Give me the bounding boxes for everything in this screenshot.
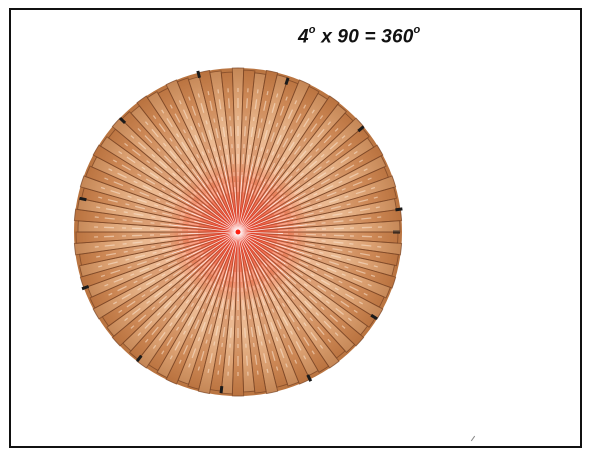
center-ray (237, 214, 280, 233)
center-ray (237, 197, 298, 233)
center-ray (181, 231, 239, 235)
center-ray (237, 175, 279, 233)
segment-tip-mark (370, 313, 378, 321)
center-ray (237, 231, 290, 279)
degree-symbol-result: o (413, 24, 421, 36)
center-ray (237, 189, 254, 233)
center-ray (186, 231, 239, 258)
center-ray (218, 178, 239, 233)
center-ray (237, 231, 279, 253)
center-ray (197, 175, 239, 233)
center-ray (223, 164, 239, 233)
center-ray (213, 231, 239, 271)
center-ray (237, 231, 247, 289)
center-ray (237, 181, 266, 233)
center-ray (172, 231, 239, 254)
segment-tip-mark (219, 385, 224, 394)
segment-tip-mark (135, 354, 143, 363)
segment-tip-mark (395, 207, 403, 212)
center-ray (237, 231, 283, 234)
factor-a: 4 (298, 26, 309, 48)
center-ray (200, 231, 239, 258)
center-ray (237, 196, 284, 233)
segment-tip-mark (118, 117, 127, 125)
center-ray (185, 210, 239, 233)
center-ray (237, 199, 270, 233)
segment-tip-mark (196, 70, 201, 79)
center-ray (237, 231, 286, 265)
multiplier-text: x 90 = (321, 26, 376, 48)
segment-tip-mark (306, 374, 313, 382)
segment-tip-mark (357, 125, 365, 133)
segment-tip-mark (79, 196, 87, 202)
center-ray (237, 231, 269, 281)
equation-label: 4o x 90 = 360o (298, 24, 421, 48)
fan-group (73, 67, 403, 397)
center-ray (169, 224, 239, 233)
center-ray (237, 224, 307, 233)
center-ray (237, 217, 294, 233)
center-ray (234, 187, 239, 233)
center-ray (237, 231, 268, 267)
center-ray (193, 231, 239, 241)
center-ray (209, 231, 239, 296)
center-ray (186, 231, 239, 279)
center-ray (231, 231, 239, 277)
center-ray (194, 220, 239, 233)
center-ray (202, 203, 239, 233)
fan-segment (231, 67, 245, 233)
degree-symbol-a: o (308, 24, 316, 36)
center-ray (237, 231, 251, 276)
center-ray (221, 231, 239, 287)
fan-segment (231, 231, 245, 397)
center-ray (237, 175, 243, 233)
center-ray (237, 231, 267, 296)
center-point (235, 229, 241, 235)
center-ray (198, 190, 239, 233)
center-ray (237, 231, 304, 254)
center-ray (237, 231, 295, 243)
result-value: 360 (381, 26, 414, 48)
segment-tip-mark (81, 284, 90, 291)
center-ray (216, 192, 239, 233)
segment-tip-mark (284, 77, 290, 86)
center-ray (201, 231, 239, 276)
center-ray (237, 164, 253, 233)
center-ray (178, 197, 239, 233)
